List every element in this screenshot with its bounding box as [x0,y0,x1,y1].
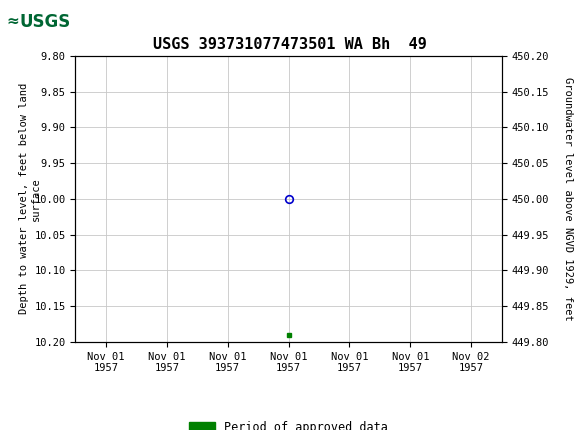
Legend: Period of approved data: Period of approved data [184,416,393,430]
Y-axis label: Groundwater level above NGVD 1929, feet: Groundwater level above NGVD 1929, feet [563,77,573,321]
Y-axis label: Depth to water level, feet below land
surface: Depth to water level, feet below land su… [20,83,41,314]
Text: ≈: ≈ [6,14,19,29]
Text: USGS 393731077473501 WA Bh  49: USGS 393731077473501 WA Bh 49 [153,37,427,52]
Text: USGS: USGS [20,12,71,31]
FancyBboxPatch shape [5,3,71,42]
